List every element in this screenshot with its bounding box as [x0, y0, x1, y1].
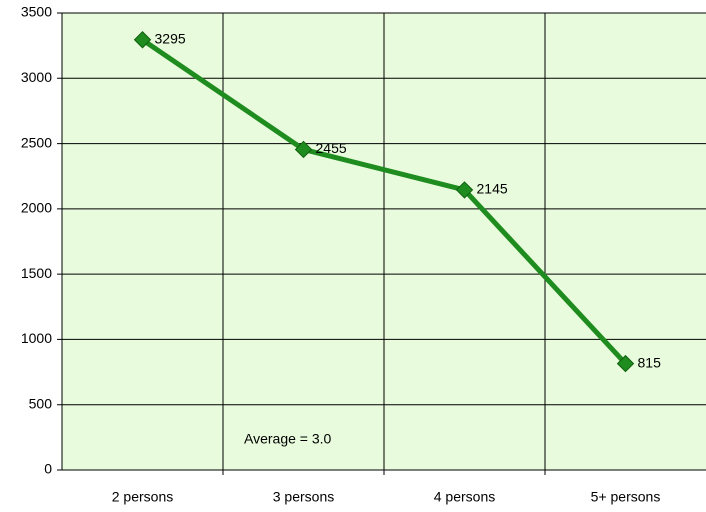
x-tick-label: 2 persons [112, 489, 173, 505]
marker [133, 31, 152, 49]
y-tick-label: 1000 [21, 330, 52, 346]
data-label: 815 [638, 354, 662, 370]
x-tick-label: 5+ persons [591, 489, 661, 505]
data-label: 2145 [477, 181, 508, 197]
data-label: 3295 [155, 30, 186, 46]
y-tick-label: 1500 [21, 265, 52, 281]
y-tick-label: 2500 [21, 134, 52, 150]
marker [294, 140, 313, 159]
y-tick-label: 2000 [21, 200, 52, 216]
y-tick-label: 500 [29, 395, 53, 411]
marker [455, 181, 474, 199]
line [141, 37, 628, 366]
data-label: 2455 [316, 140, 347, 156]
x-tick-label: 3 persons [273, 489, 334, 505]
x-tick-label: 4 persons [434, 489, 495, 505]
y-tick-label: 3000 [21, 69, 52, 85]
marker [616, 354, 635, 373]
y-tick-label: 3500 [21, 4, 52, 20]
y-tick-label: 0 [44, 461, 52, 477]
annotation: Average = 3.0 [244, 431, 332, 447]
